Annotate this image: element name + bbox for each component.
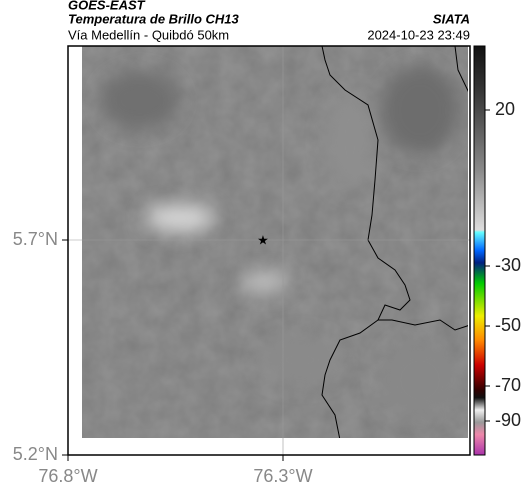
boundaries [321, 46, 468, 438]
location-star: ★ [257, 232, 269, 247]
map-frame [67, 45, 471, 456]
lat-tick-label: 5.7°N [13, 229, 58, 249]
satellite-image [82, 46, 468, 438]
colorbar-label: -30 [495, 255, 521, 275]
lon-tick-label: 76.8°W [38, 466, 97, 486]
lat-tick-label: 5.2°N [13, 444, 58, 464]
satellite-name: GOES-EAST [68, 0, 146, 12]
colorbar-label: -90 [495, 410, 521, 430]
colorbar [473, 45, 486, 456]
colorbar-label: 20 [495, 99, 515, 119]
product-title: Temperatura de Brillo CH13 [68, 11, 240, 26]
colorbar-label: -70 [495, 375, 521, 395]
lon-tick-label: 76.3°W [253, 466, 312, 486]
colorbar-label: -50 [495, 315, 521, 335]
route-label: Vía Medellín - Quibdó 50km [68, 27, 229, 42]
source-label: SIATA [433, 11, 470, 26]
datetime-label: 2024-10-23 23:49 [367, 27, 470, 42]
